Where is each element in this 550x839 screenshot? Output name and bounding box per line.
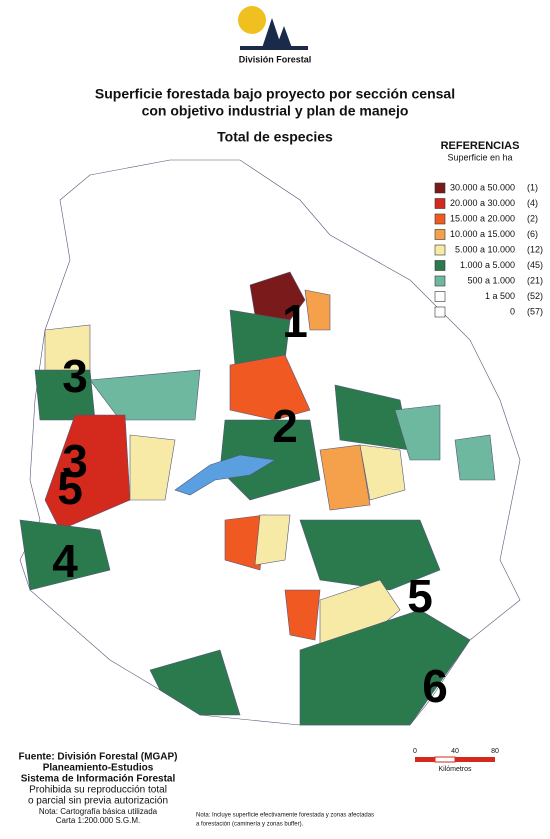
footer: Fuente: División Forestal (MGAP)Planeami… [19, 748, 499, 828]
legend-count: (45) [527, 260, 543, 270]
legend-label: 1.000 a 5.000 [460, 260, 515, 270]
legend-label: 500 a 1.000 [467, 275, 515, 285]
legend-label: 5.000 a 10.000 [455, 244, 515, 254]
subtitle: Total de especies [217, 129, 333, 145]
legend-swatch [434, 260, 446, 271]
source-line: Sistema de Información Forestal [21, 774, 176, 785]
zone-label: 5 [407, 570, 433, 622]
zone-label: 1 [282, 295, 308, 347]
cartography-note: Carta 1:200.000 S.G.M. [56, 816, 141, 825]
map-note: a forestación (caminería y zonas buffer)… [196, 822, 304, 828]
legend-count: (52) [527, 291, 543, 301]
zone-label: 6 [422, 660, 448, 712]
legend-label: 30.000 a 50.000 [450, 182, 515, 192]
legend-count: (1) [527, 182, 538, 192]
source-line: Fuente: División Forestal (MGAP) [19, 752, 178, 763]
legend-label: 10.000 a 15.000 [450, 229, 515, 239]
copyright-line: Prohibida su reproducción total [29, 785, 167, 796]
legend-swatch [434, 198, 446, 209]
source-line: Planeamiento-Estudios [43, 763, 154, 774]
legend-swatch [434, 213, 446, 225]
zone-label: 3 [62, 350, 88, 402]
legend-label: 20.000 a 30.000 [450, 198, 515, 208]
legend-count: (12) [527, 244, 543, 254]
legend-unit: Superficie en ha [447, 152, 512, 162]
scale-tick: 40 [451, 748, 459, 755]
map [19, 159, 521, 726]
scale-tick: 0 [413, 748, 417, 755]
legend-label: 1 a 500 [485, 291, 515, 301]
scale-bar [415, 756, 495, 763]
logo-text: División Forestal [239, 54, 312, 64]
legend-count: (4) [527, 198, 538, 208]
legend-swatch [434, 291, 446, 302]
legend-label: 15.000 a 20.000 [450, 213, 515, 223]
legend-label: 0 [510, 306, 515, 316]
scale-tick: 80 [491, 748, 499, 755]
legend-swatch [434, 306, 446, 318]
title-line: con objetivo industrial y plan de manejo [142, 103, 409, 119]
map-note: Nota: Incluye superficie efectivamente f… [196, 813, 374, 819]
legend-count: (21) [527, 275, 543, 285]
legend-count: (6) [527, 229, 538, 239]
logo [238, 6, 308, 50]
zone-label: 5 [57, 462, 83, 514]
title-line: Superficie forestada bajo proyecto por s… [95, 86, 455, 102]
legend-count: (2) [527, 213, 538, 223]
copyright-line: o parcial sin previa autorización [28, 796, 168, 807]
legend-swatch [434, 182, 446, 194]
cartography-note: Nota: Cartografía básica utilizada [39, 807, 158, 816]
legend-swatch [434, 244, 446, 256]
legend-count: (57) [527, 306, 543, 316]
zone-label: 3 [62, 435, 88, 487]
zone-label: 2 [272, 400, 298, 452]
scale-unit: Kilómetros [438, 766, 472, 773]
legend-title: REFERENCIAS [441, 140, 520, 152]
zone-label: 4 [52, 535, 78, 587]
legend-swatch [434, 275, 446, 287]
legend-swatch [434, 229, 446, 240]
